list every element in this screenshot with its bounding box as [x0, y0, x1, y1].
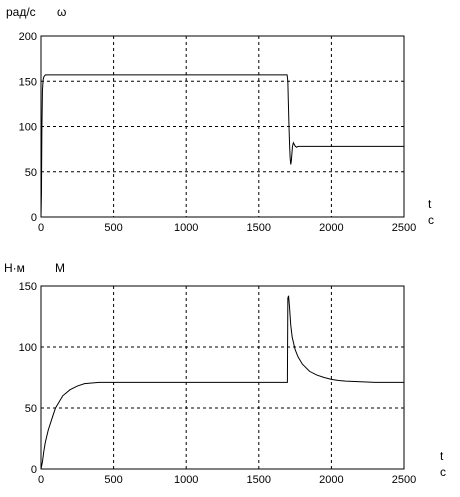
torque-x-axis-label-bottom: с — [440, 465, 446, 479]
speed-grid — [41, 36, 404, 217]
speed-y-tick-label: 100 — [19, 122, 37, 134]
speed-chart: рад/с ω t с 0 500 1000 1500 2000 2500 0 50 100 15… — [6, 5, 434, 234]
torque-x-tick-label: 500 — [104, 474, 122, 486]
torque-ticks: 0 500 1000 1500 2000 2500 0 50 100 150 — [19, 281, 417, 486]
torque-y-tick-label: 50 — [25, 403, 37, 415]
speed-y-tick-label: 200 — [19, 31, 37, 43]
torque-y-tick-label: 100 — [19, 342, 37, 354]
torque-series-line — [40, 295, 404, 470]
torque-y-axis-label: Н·м — [4, 261, 25, 275]
speed-y-tick-label: 150 — [19, 76, 37, 88]
torque-x-axis-label-top: t — [440, 449, 444, 463]
speed-x-tick-label: 1000 — [174, 222, 198, 234]
torque-chart: Н·м М t с 0 500 1000 1500 2000 2500 0 50 100 150 — [4, 261, 446, 486]
speed-series-label: ω — [57, 5, 66, 19]
speed-x-axis-label-top: t — [428, 197, 432, 211]
torque-grid — [41, 286, 404, 469]
torque-x-tick-label: 0 — [38, 474, 44, 486]
torque-plot-frame — [40, 285, 405, 470]
speed-x-axis-label-bottom: с — [428, 213, 434, 227]
torque-x-tick-label: 1500 — [247, 474, 271, 486]
speed-y-tick-label: 0 — [31, 212, 37, 224]
torque-x-tick-label: 1000 — [174, 474, 198, 486]
speed-y-tick-label: 50 — [25, 167, 37, 179]
torque-y-tick-label: 150 — [19, 281, 37, 293]
torque-series-label: М — [55, 261, 65, 275]
speed-series-line — [40, 74, 404, 218]
speed-x-tick-label: 1500 — [247, 222, 271, 234]
speed-x-tick-label: 2500 — [392, 222, 416, 234]
speed-x-tick-label: 2000 — [319, 222, 343, 234]
torque-y-tick-label: 0 — [31, 464, 37, 476]
torque-x-tick-label: 2000 — [319, 474, 343, 486]
speed-y-axis-label: рад/с — [6, 5, 36, 19]
speed-plot-frame — [40, 35, 405, 218]
speed-x-tick-label: 500 — [104, 222, 122, 234]
speed-ticks: 0 500 1000 1500 2000 2500 0 50 100 150 200 — [19, 31, 417, 234]
torque-x-tick-label: 2500 — [392, 474, 416, 486]
speed-x-tick-label: 0 — [38, 222, 44, 234]
